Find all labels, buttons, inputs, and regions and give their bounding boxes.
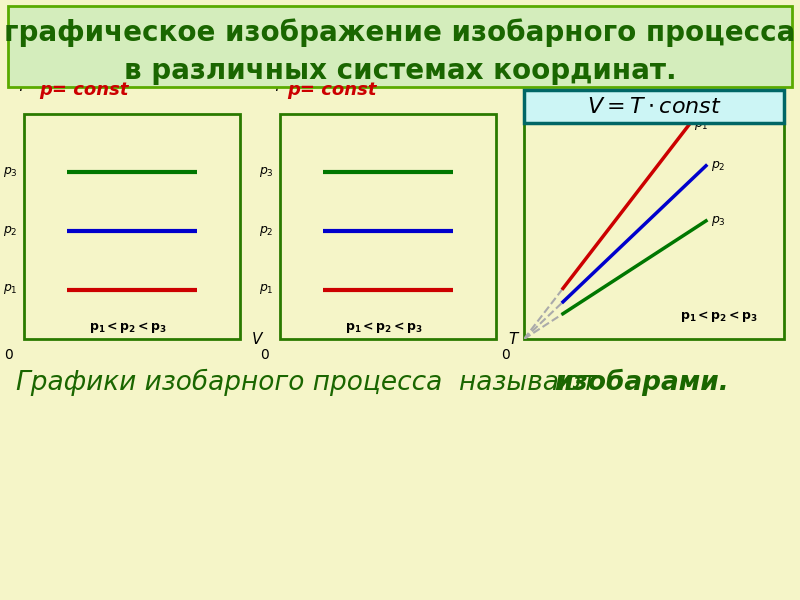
Text: $p_1$: $p_1$ bbox=[3, 283, 18, 296]
Text: Графики изобарного процесса  называют: Графики изобарного процесса называют bbox=[16, 369, 605, 396]
Text: $\mathbf{p_1 < p_2 < p_3}$: $\mathbf{p_1 < p_2 < p_3}$ bbox=[89, 320, 166, 335]
Text: $p_1$: $p_1$ bbox=[694, 118, 709, 132]
Text: графическое изображение изобарного процесса: графическое изображение изобарного проце… bbox=[4, 19, 796, 47]
Text: $p_1$: $p_1$ bbox=[259, 283, 274, 296]
Text: 0: 0 bbox=[5, 348, 14, 362]
Text: $p_3$: $p_3$ bbox=[2, 166, 18, 179]
Text: p= const: p= const bbox=[39, 81, 129, 99]
Text: p= const: p= const bbox=[287, 81, 377, 99]
Text: V: V bbox=[519, 76, 529, 91]
Text: $\mathbf{p_1 < p_2 < p_3}$: $\mathbf{p_1 < p_2 < p_3}$ bbox=[680, 309, 758, 324]
Text: V: V bbox=[252, 331, 262, 346]
Text: p: p bbox=[275, 76, 285, 91]
Text: в различных системах координат.: в различных системах координат. bbox=[124, 57, 676, 85]
Text: p: p bbox=[19, 76, 29, 91]
Text: $p_3$: $p_3$ bbox=[258, 166, 274, 179]
Text: изобарами.: изобарами. bbox=[554, 369, 729, 396]
Text: $p_2$: $p_2$ bbox=[259, 224, 274, 238]
Text: 0: 0 bbox=[502, 348, 510, 362]
Text: $p_2$: $p_2$ bbox=[3, 224, 18, 238]
Text: 0: 0 bbox=[261, 348, 270, 362]
Text: $V = T \cdot const$: $V = T \cdot const$ bbox=[587, 97, 722, 117]
Text: $p_3$: $p_3$ bbox=[711, 214, 726, 228]
Text: T: T bbox=[509, 331, 518, 346]
Text: $p_2$: $p_2$ bbox=[711, 159, 726, 173]
Text: $\mathbf{p_1 < p_2 < p_3}$: $\mathbf{p_1 < p_2 < p_3}$ bbox=[345, 320, 422, 335]
